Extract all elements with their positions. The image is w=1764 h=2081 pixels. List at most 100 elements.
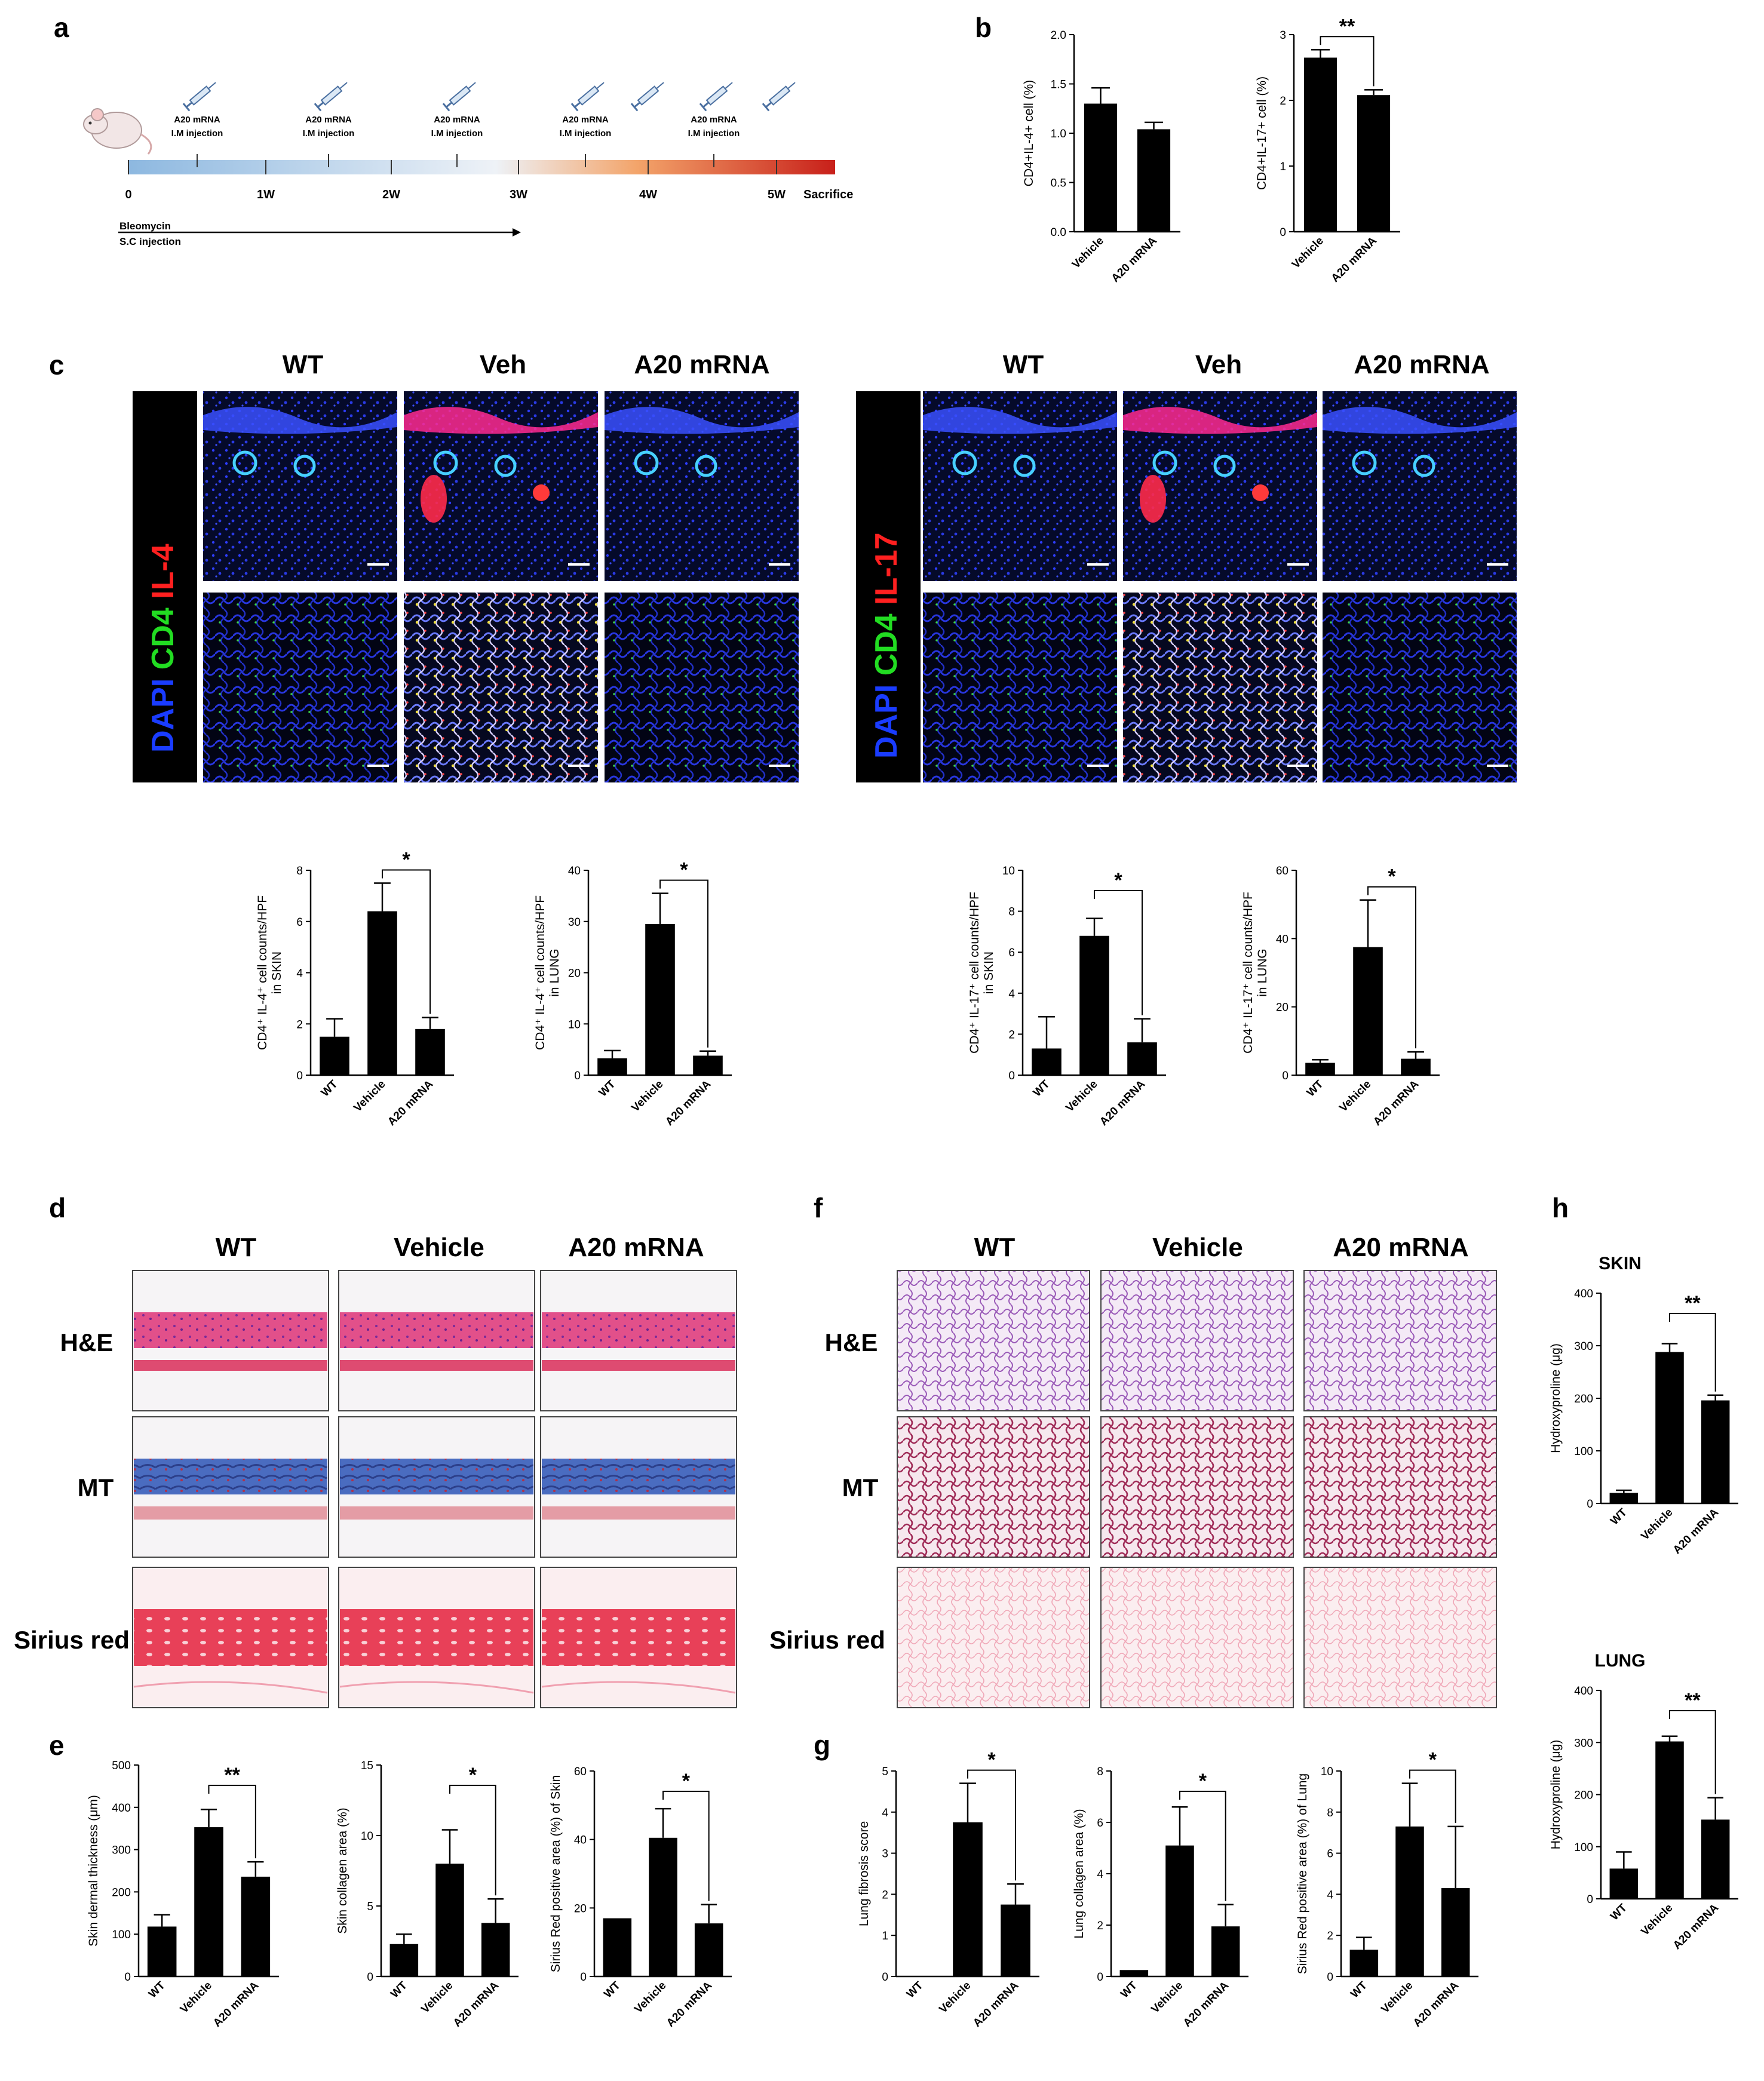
injection-label: A20 mRNA xyxy=(174,115,220,125)
y-tick-label: 0 xyxy=(367,1971,373,1984)
y-tick-label: 4 xyxy=(1008,988,1015,1000)
bar-h1-1 xyxy=(1655,1352,1684,1503)
f-header-a20: A20 mRNA xyxy=(1333,1233,1468,1262)
d-row-he: H&E xyxy=(60,1328,113,1356)
y-tick-label: 6 xyxy=(1097,1817,1103,1830)
x-tick-label: Vehicle xyxy=(629,1078,665,1115)
bar-e1-0 xyxy=(147,1926,177,1976)
panel-label-a: a xyxy=(54,12,69,43)
y-tick-label: 10 xyxy=(1321,1766,1333,1778)
x-tick-label: A20 mRNA xyxy=(385,1078,435,1128)
panel-label-e: e xyxy=(49,1730,65,1761)
bar-b1-1 xyxy=(1137,129,1171,232)
bar-c3-2 xyxy=(1127,1042,1157,1075)
bar-e2-0 xyxy=(389,1944,419,1976)
panel-label-g: g xyxy=(814,1730,830,1761)
y-axis-label-line2: in LUNG xyxy=(1256,949,1269,997)
x-tick-label: Vehicle xyxy=(1337,1078,1373,1115)
y-tick-label: 1 xyxy=(1280,161,1286,173)
x-tick-label: WT xyxy=(146,1979,168,2000)
y-axis-label: Skin dermal thickness (μm) xyxy=(87,1795,100,1947)
significance-label: * xyxy=(987,1749,996,1772)
y-axis-label: CD4⁺ IL-4⁺ cell counts/HPF xyxy=(256,895,269,1050)
significance-label: * xyxy=(1114,869,1122,892)
y-tick-label: 4 xyxy=(1327,1889,1333,1901)
y-axis-label: Skin collagen area (%) xyxy=(336,1807,349,1933)
x-tick-label: Vehicle xyxy=(1639,1902,1675,1938)
y-tick-label: 10 xyxy=(1002,865,1015,877)
micrograph-lung-histology xyxy=(897,1567,1090,1708)
panel-d-images: WT Vehicle A20 mRNA H&E MT Sirius red xyxy=(14,1233,737,1708)
y-tick-label: 200 xyxy=(1574,1790,1593,1802)
y-tick-label: 300 xyxy=(1574,1340,1593,1353)
timeline-end-label: Sacrifice xyxy=(803,188,853,201)
x-tick-label: WT xyxy=(904,1979,926,2000)
y-axis-label: Lung collagen area (%) xyxy=(1072,1809,1086,1938)
f-row-mt: MT xyxy=(842,1474,879,1502)
chart-c3: 0 2 4 6 8 10 CD4⁺ IL-17⁺ cell counts/HPF in SKI… xyxy=(968,865,1166,1128)
chart-g2: 0 2 4 6 8 Lung collagen area (%) WT VehicleA20 … xyxy=(1072,1766,1248,2030)
syringe-icon xyxy=(699,82,733,112)
bleomycin-label: Bleomycin xyxy=(119,220,171,232)
c-right-header-veh: Veh xyxy=(1195,350,1242,379)
significance-bracket xyxy=(1669,1710,1716,1794)
significance-bracket xyxy=(1179,1791,1226,1901)
y-tick-label: 0 xyxy=(1097,1971,1103,1984)
injection-label: A20 mRNA xyxy=(691,115,737,125)
x-tick-label: Vehicle xyxy=(1639,1506,1675,1543)
injection-label: A20 mRNA xyxy=(305,115,352,125)
micrograph-lung-if xyxy=(923,593,1117,782)
x-tick-label: A20 mRNA xyxy=(1181,1979,1231,2029)
x-tick-label: WT xyxy=(1348,1979,1370,2000)
bar-c1-1 xyxy=(367,911,397,1075)
h-lung-title: LUNG xyxy=(1595,1651,1646,1671)
y-tick-label: 4 xyxy=(1097,1868,1103,1881)
bar-g2-2 xyxy=(1211,1926,1240,1976)
y-tick-label: 200 xyxy=(112,1886,131,1899)
chart-e2: 0 5 10 15 Skin collagen area (%) WT VehicleA20… xyxy=(336,1760,519,2030)
f-header-vehicle: Vehicle xyxy=(1152,1233,1243,1262)
x-tick-label: A20 mRNA xyxy=(1109,234,1159,284)
micrograph-skin-if xyxy=(923,391,1117,581)
y-tick-label: 10 xyxy=(568,1018,581,1031)
x-tick-label: A20 mRNA xyxy=(971,1979,1021,2029)
syringe-icon xyxy=(630,82,664,112)
significance-bracket xyxy=(662,1791,710,1901)
d-header-wt: WT xyxy=(216,1233,257,1262)
bar-g2-1 xyxy=(1165,1845,1194,1976)
c-left-header-wt: WT xyxy=(283,350,324,379)
c-right-header-wt: WT xyxy=(1003,350,1044,379)
x-tick-label: Vehicle xyxy=(632,1979,668,2016)
bar-g1-2 xyxy=(1001,1904,1030,1976)
y-axis-label-line2: in SKIN xyxy=(982,952,996,994)
y-tick-label: 8 xyxy=(1327,1807,1333,1819)
significance-bracket xyxy=(967,1769,1016,1881)
significance-bracket xyxy=(449,1785,496,1896)
y-tick-label: 60 xyxy=(574,1766,587,1778)
syringe-icon xyxy=(182,82,216,112)
bar-c1-2 xyxy=(415,1029,445,1075)
injection-label: A20 mRNA xyxy=(562,115,609,125)
y-tick-label: 6 xyxy=(1327,1848,1333,1861)
y-tick-label: 2 xyxy=(1327,1930,1333,1942)
y-tick-label: 5 xyxy=(882,1766,888,1778)
significance-label: ** xyxy=(1685,1689,1701,1712)
y-axis-label: Sirius Red positive area (%) of Lung xyxy=(1296,1773,1309,1974)
y-tick-label: 0 xyxy=(124,1971,131,1984)
x-tick-label: WT xyxy=(1305,1078,1326,1099)
timeline-tick-label: 3W xyxy=(510,188,527,201)
injection-route-label: I.M injection xyxy=(688,128,740,139)
y-axis-label-line2: in LUNG xyxy=(548,949,562,997)
d-row-sirius: Sirius red xyxy=(14,1626,130,1654)
bar-h1-0 xyxy=(1609,1493,1639,1503)
micrograph-skin-histology xyxy=(540,1416,737,1558)
significance-bracket xyxy=(1367,886,1416,1049)
micrograph-skin-histology xyxy=(338,1270,535,1411)
micrograph-lung-histology xyxy=(1303,1270,1497,1411)
stain-label-right: DAPI CD4 IL-17 xyxy=(869,532,904,759)
x-tick-label: A20 mRNA xyxy=(663,1078,713,1128)
y-tick-label: 0 xyxy=(1282,1070,1289,1082)
x-tick-label: Vehicle xyxy=(1379,1979,1415,2016)
micrograph-lung-histology xyxy=(1100,1567,1294,1708)
panel-label-h: h xyxy=(1552,1192,1569,1223)
